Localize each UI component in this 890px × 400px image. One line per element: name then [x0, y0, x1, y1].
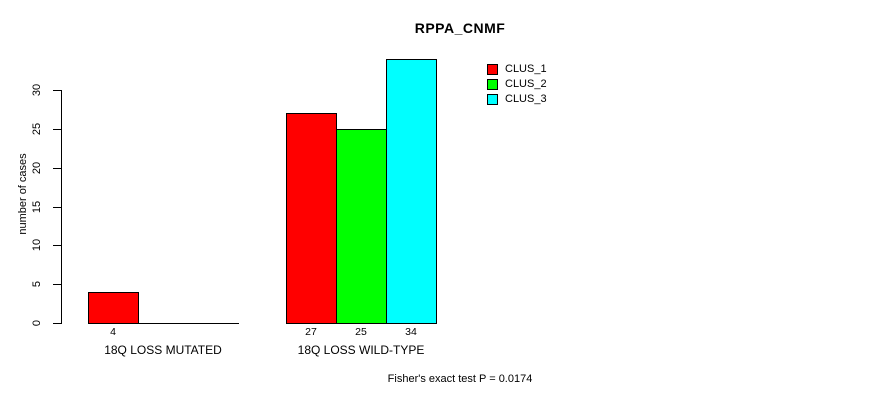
y-tick — [53, 129, 61, 130]
legend-label: CLUS_1 — [505, 63, 547, 75]
y-tick-label: 10 — [31, 239, 43, 252]
legend-item: CLUS_1 — [487, 64, 547, 75]
y-tick-label: 30 — [31, 84, 43, 97]
y-axis-label: number of cases — [17, 153, 29, 235]
y-tick — [53, 245, 61, 247]
legend-swatch — [487, 79, 498, 90]
bar-value-label: 4 — [110, 326, 116, 338]
bar-zero — [188, 323, 239, 324]
annotation-text: Fisher's exact test P = 0.0174 — [387, 373, 533, 385]
y-tick — [53, 206, 61, 208]
bar — [336, 129, 387, 324]
legend-item: CLUS_2 — [487, 79, 547, 90]
y-axis-line — [61, 90, 62, 324]
legend-item: CLUS_3 — [487, 94, 547, 105]
y-tick-label: 25 — [31, 122, 43, 136]
bar — [286, 113, 337, 324]
y-tick-label: 20 — [31, 161, 43, 174]
category-label: 18Q LOSS WILD-TYPE — [297, 343, 425, 357]
legend: CLUS_1 CLUS_2 CLUS_3 — [487, 64, 547, 109]
y-tick — [53, 323, 61, 324]
bar-value-label: 25 — [355, 326, 367, 338]
y-tick — [53, 167, 61, 169]
legend-swatch — [487, 94, 498, 105]
y-tick-label: 0 — [31, 319, 43, 327]
y-tick-label: 5 — [31, 281, 43, 288]
bar — [386, 59, 437, 324]
bar-value-label: 27 — [305, 326, 317, 338]
chart-title: RPPA_CNMF — [414, 20, 506, 36]
y-tick — [53, 90, 61, 92]
category-label: 18Q LOSS MUTATED — [104, 343, 222, 357]
legend-label: CLUS_2 — [505, 78, 547, 90]
legend-label: CLUS_3 — [505, 93, 547, 105]
bar-zero — [138, 323, 189, 324]
y-tick — [53, 284, 61, 286]
bar-value-label: 34 — [405, 326, 417, 338]
bar — [88, 292, 139, 324]
legend-swatch — [487, 64, 498, 75]
y-tick-label: 15 — [31, 200, 43, 213]
